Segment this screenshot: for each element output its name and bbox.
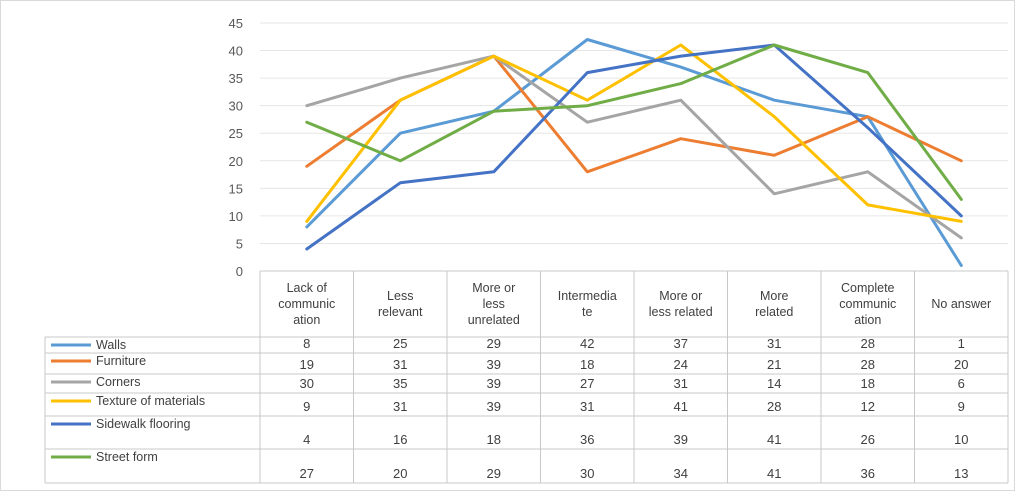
data-label: 28 <box>861 336 875 351</box>
y-tick-label: 40 <box>229 44 243 59</box>
series-line-texture-of-materials <box>305 43 963 223</box>
data-label: 41 <box>767 432 781 447</box>
series-name-label: Texture of materials <box>96 394 205 408</box>
data-label: 9 <box>958 399 965 414</box>
data-label: 39 <box>487 399 501 414</box>
data-label: 20 <box>393 466 407 481</box>
series-line-street-form <box>305 43 963 201</box>
data-label: 34 <box>674 466 688 481</box>
data-label: 25 <box>393 336 407 351</box>
series-lines <box>305 38 963 267</box>
series-line-corners <box>305 54 963 240</box>
data-label: 12 <box>861 399 875 414</box>
x-category-label: Complete communic ation <box>839 281 896 327</box>
data-label: 27 <box>580 376 594 391</box>
series-name-label: Corners <box>96 375 140 389</box>
data-label: 37 <box>674 336 688 351</box>
data-label: 35 <box>393 376 407 391</box>
y-tick-label: 15 <box>229 181 243 196</box>
data-label: 27 <box>300 466 314 481</box>
series-name-label: Furniture <box>96 354 146 368</box>
x-category-label: More or less unrelated <box>468 281 520 327</box>
y-tick-label: 30 <box>229 99 243 114</box>
data-label: 36 <box>580 432 594 447</box>
data-label: 39 <box>674 432 688 447</box>
data-label: 41 <box>767 466 781 481</box>
data-label: 30 <box>580 466 594 481</box>
x-category-label: Intermedia te <box>558 289 617 319</box>
x-category-label: More related <box>755 289 793 319</box>
series-name-label: Walls <box>96 338 126 352</box>
data-label: 36 <box>861 466 875 481</box>
y-axis-ticks: 0 5 10 15 20 25 30 35 40 45 <box>229 16 243 279</box>
data-label: 1 <box>958 336 965 351</box>
data-label: 39 <box>487 357 501 372</box>
y-tick-label: 10 <box>229 209 243 224</box>
data-label: 39 <box>487 376 501 391</box>
y-tick-label: 5 <box>236 236 243 251</box>
data-label: 31 <box>767 336 781 351</box>
y-tick-label: 25 <box>229 126 243 141</box>
data-label: 13 <box>954 466 968 481</box>
data-label: 10 <box>954 432 968 447</box>
grid-lines <box>260 22 1008 244</box>
y-tick-label: 20 <box>229 154 243 169</box>
data-label: 14 <box>767 376 781 391</box>
y-tick-label: 0 <box>236 264 243 279</box>
x-category-label: More or less related <box>649 289 713 319</box>
data-label: 28 <box>861 357 875 372</box>
data-label: 29 <box>487 466 501 481</box>
data-label: 28 <box>767 399 781 414</box>
x-category-label: Lack of communic ation <box>278 281 335 327</box>
data-label: 19 <box>300 357 314 372</box>
data-label: 31 <box>674 376 688 391</box>
data-label: 9 <box>303 399 310 414</box>
series-name-label: Sidewalk flooring <box>96 417 191 431</box>
x-category-label: Less relevant <box>378 289 423 319</box>
y-tick-label: 45 <box>229 16 243 31</box>
data-label: 18 <box>580 357 594 372</box>
data-label: 31 <box>393 357 407 372</box>
data-label: 42 <box>580 336 594 351</box>
data-label: 26 <box>861 432 875 447</box>
series-name-label: Street form <box>96 450 158 464</box>
data-label: 20 <box>954 357 968 372</box>
data-label: 29 <box>487 336 501 351</box>
data-label: 4 <box>303 432 310 447</box>
x-category-label: No answer <box>931 297 991 311</box>
data-label: 21 <box>767 357 781 372</box>
data-label: 31 <box>393 399 407 414</box>
data-label: 18 <box>861 376 875 391</box>
series-line-sidewalk-flooring <box>305 43 963 251</box>
data-table: Lack of communic ation Less relevant More or l… <box>44 270 1009 484</box>
data-label: 16 <box>393 432 407 447</box>
data-label: 31 <box>580 399 594 414</box>
data-label: 18 <box>487 432 501 447</box>
data-label: 41 <box>674 399 688 414</box>
data-label: 8 <box>303 336 310 351</box>
data-label: 6 <box>958 376 965 391</box>
data-label: 30 <box>300 376 314 391</box>
y-tick-label: 35 <box>229 71 243 86</box>
data-label: 24 <box>674 357 688 372</box>
